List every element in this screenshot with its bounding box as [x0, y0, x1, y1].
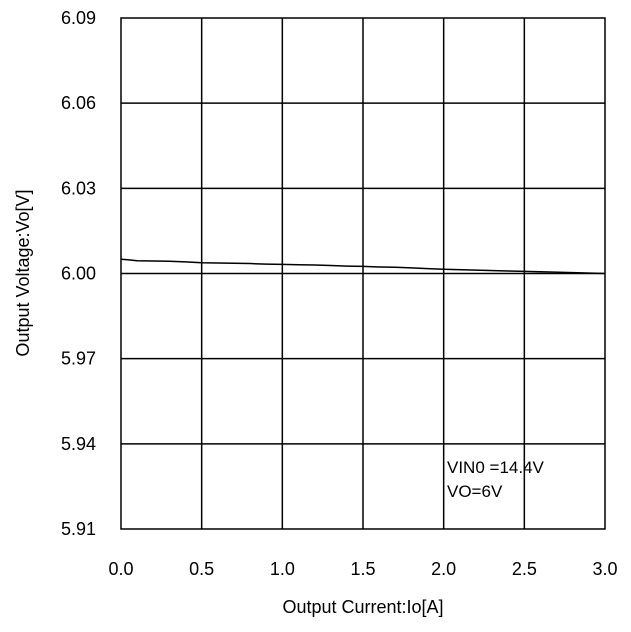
y-axis-label: Output Voltage:Vo[V] — [13, 189, 33, 356]
y-tick-label: 6.03 — [61, 178, 96, 198]
annotation-vin: VIN0 =14.4V — [447, 458, 545, 477]
grid-layer — [121, 18, 605, 529]
x-tick-labels: 0.0 0.5 1.0 1.5 2.0 2.5 3.0 — [108, 559, 617, 579]
x-axis-label: Output Current:Io[A] — [282, 597, 443, 617]
x-tick-label: 1.0 — [270, 559, 295, 579]
y-tick-label: 5.91 — [61, 519, 96, 539]
y-tick-label: 6.06 — [61, 93, 96, 113]
series-layer — [120, 258, 606, 275]
x-tick-label: 0.0 — [108, 559, 133, 579]
plot-frame — [120, 17, 606, 530]
series-line — [120, 258, 606, 275]
y-tick-label: 6.09 — [61, 8, 96, 28]
annotation-vo: VO=6V — [447, 482, 503, 501]
y-tick-label: 6.00 — [61, 264, 96, 284]
y-tick-labels: 6.09 6.06 6.03 6.00 5.97 5.94 5.91 — [61, 8, 96, 539]
y-tick-label: 5.94 — [61, 434, 96, 454]
x-tick-label: 2.0 — [431, 559, 456, 579]
y-tick-label: 5.97 — [61, 349, 96, 369]
x-tick-label: 0.5 — [189, 559, 214, 579]
x-tick-label: 3.0 — [592, 559, 617, 579]
x-tick-label: 1.5 — [350, 559, 375, 579]
x-tick-label: 2.5 — [512, 559, 537, 579]
